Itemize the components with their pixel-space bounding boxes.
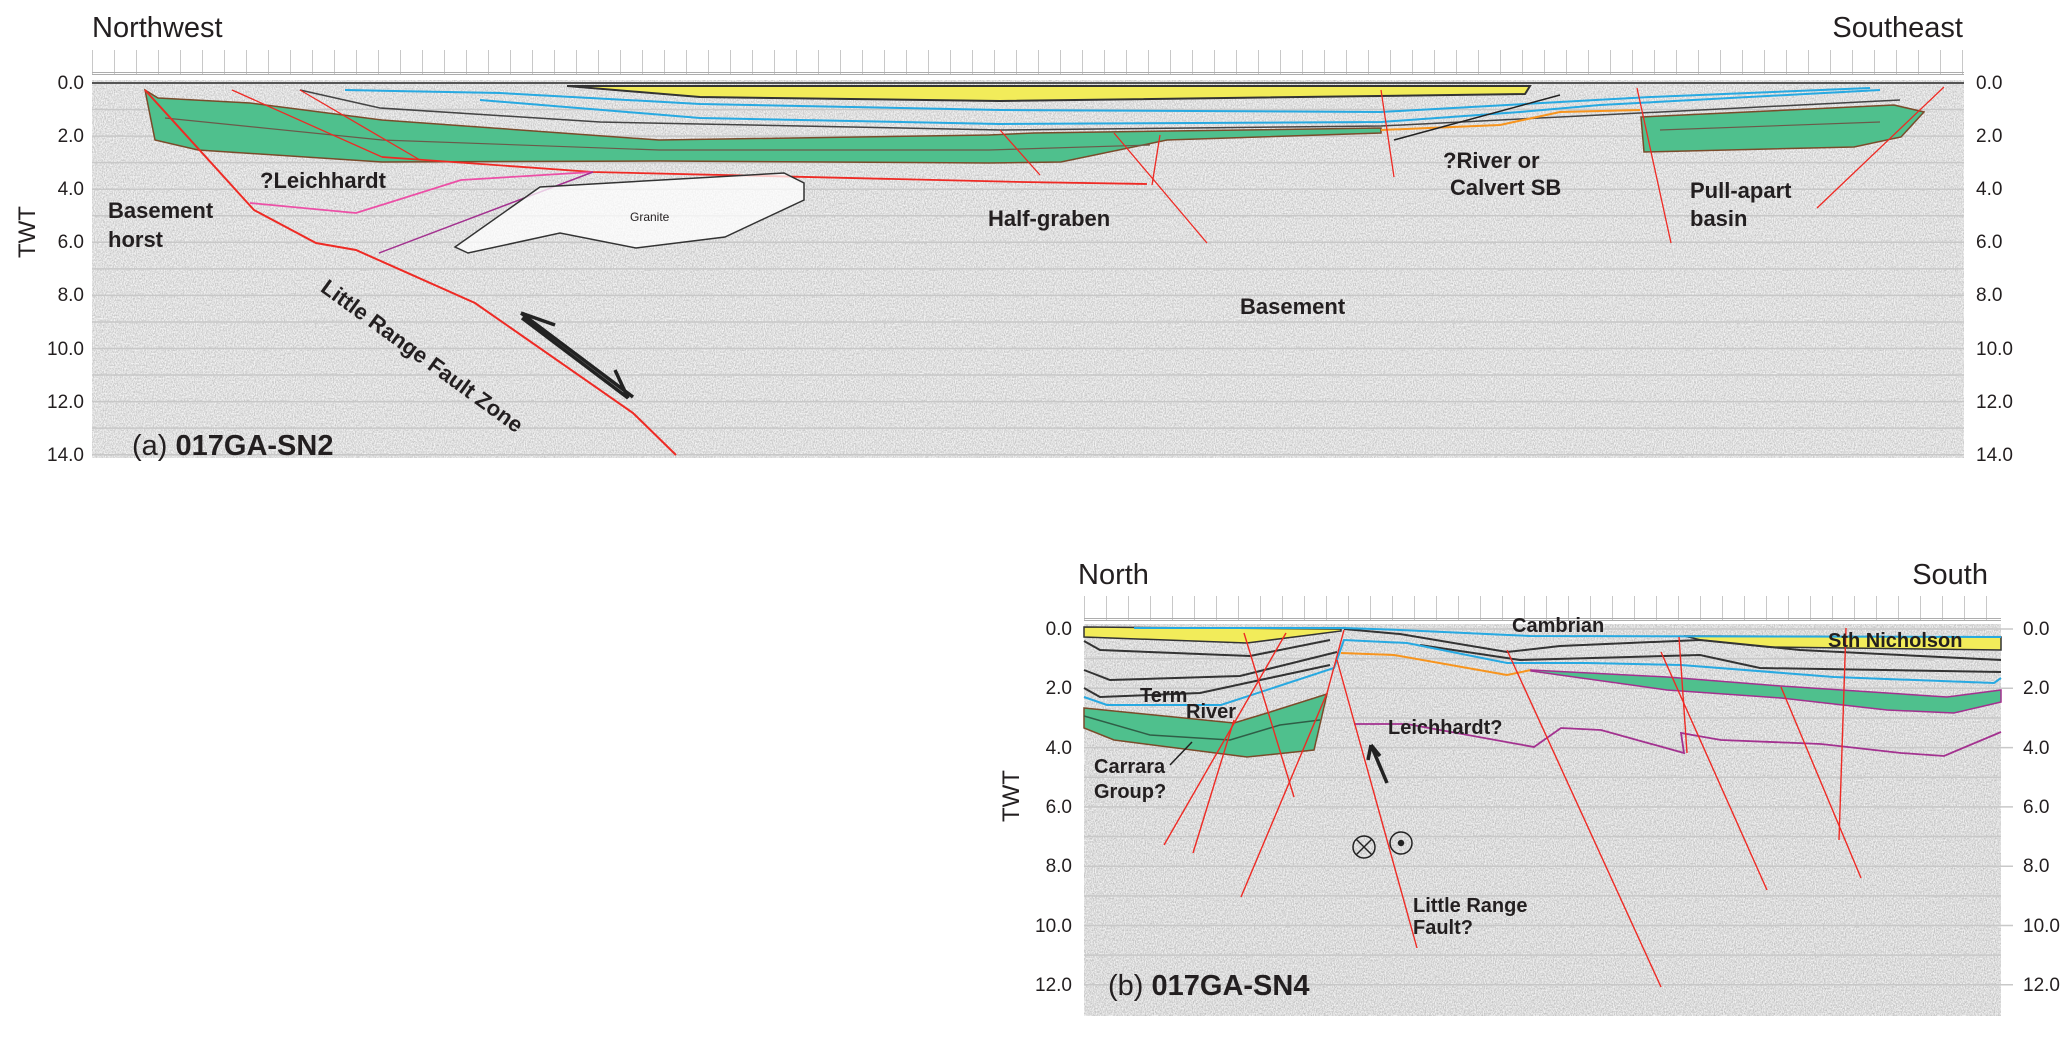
granite-body (453, 172, 805, 254)
label-carrara-2: Group? (1094, 781, 1167, 803)
label-cambrian: Cambrian (1512, 615, 1605, 637)
purple-horizon (1354, 723, 2002, 757)
tick-label-left: 4.0 (1045, 737, 1072, 759)
shear-arrow (519, 311, 635, 400)
tick-label-right: 0.0 (1976, 73, 2003, 94)
panel-letter: (b) (1108, 970, 1144, 1002)
label-river-2: Calvert SB (1450, 175, 1562, 200)
label-fault-2: Fault? (1413, 917, 1473, 939)
shotpoint-ruler (92, 50, 1964, 75)
tick-label-left: 12.0 (1035, 974, 1072, 996)
tick-label-left: 14.0 (47, 444, 84, 466)
tick-label-left: 10.0 (1035, 915, 1072, 937)
tick-label-right: 10.0 (1976, 338, 2013, 360)
label-fault-1: Little Range (1413, 895, 1528, 917)
tick-label-right: 4.0 (1976, 179, 2003, 201)
tick-label-left: 4.0 (57, 179, 84, 201)
label-carrara-1: Carrara (1094, 756, 1166, 778)
tick-label-right: 10.0 (2023, 915, 2060, 937)
panel-a-title: (a) 017GA-SN2 (132, 432, 333, 461)
direction-north: North (1078, 559, 1149, 591)
tick-label-left: 6.0 (1045, 796, 1072, 818)
tick-label-right: 6.0 (2023, 796, 2050, 818)
tick-label-right: 12.0 (2023, 974, 2060, 996)
label-term: Term (1140, 685, 1188, 707)
blue-horizon (479, 89, 1881, 126)
line-name: 017GA-SN2 (175, 430, 334, 462)
panel-b-interpretation (1083, 626, 2002, 988)
tick-label-right: 0.0 (2023, 619, 2050, 640)
tick-label-right: 4.0 (2023, 737, 2050, 759)
tick-label-left: 12.0 (47, 391, 84, 413)
label-pull-apart-1: Pull-apart (1690, 178, 1792, 203)
label-basement-horst-1: Basement (108, 198, 214, 223)
label-basement-horst-2: horst (108, 227, 163, 252)
blue-horizon (344, 87, 1871, 114)
tick-label-left: 10.0 (47, 338, 84, 360)
label-river-1: ?River or (1443, 148, 1540, 173)
tick-label-left: 0.0 (57, 73, 84, 94)
green-unit (1083, 692, 1329, 758)
tick-label-left: 0.0 (1045, 619, 1072, 640)
blue-horizon (1083, 638, 2002, 706)
black-horizons (1083, 628, 2002, 699)
direction-south: South (1912, 559, 1988, 591)
tick-label-left: 6.0 (57, 232, 84, 254)
tick-label-left: 8.0 (57, 285, 84, 307)
tick-label-right: 6.0 (1976, 232, 2003, 254)
little-range-fault (144, 89, 677, 456)
green-unit-pull-apart (1640, 104, 1926, 153)
up-arrow (1366, 743, 1389, 784)
label-pull-apart-2: basin (1690, 206, 1748, 231)
blue-horizon (1134, 627, 2002, 638)
direction-southeast: Southeast (1832, 12, 1963, 44)
label-basement: Basement (1240, 294, 1346, 319)
tick-label-left: 2.0 (1045, 678, 1072, 700)
label-leichhardt: ?Leichhardt (260, 168, 386, 193)
label-river: River (1186, 701, 1237, 723)
tick-label-right: 2.0 (1976, 126, 2003, 148)
tick-label-right: 8.0 (2023, 856, 2050, 878)
green-unit (143, 88, 1382, 164)
line-name: 017GA-SN4 (1151, 970, 1310, 1002)
label-leichhardt: Leichhardt? (1388, 717, 1503, 739)
panel-a-interpretation (143, 85, 1945, 456)
detachment-fault (381, 156, 1148, 185)
tick-label-right: 8.0 (1976, 285, 2003, 307)
panel-b-seismic (1084, 624, 2013, 1016)
orange-horizon (1340, 652, 1532, 677)
out-of-page-symbol (1389, 831, 1413, 855)
tick-label-right: 12.0 (1976, 391, 2013, 413)
label-half-graben: Half-graben (988, 206, 1111, 231)
direction-northwest: Northwest (92, 12, 223, 44)
tick-label-left: 8.0 (1045, 856, 1072, 878)
panel-letter: (a) (132, 430, 168, 462)
label-granite: Granite (630, 210, 670, 224)
faults (231, 86, 1945, 244)
label-sth-nicholson: Sth Nicholson (1828, 630, 1963, 652)
tick-label-right: 14.0 (1976, 444, 2013, 466)
green-unit (1530, 669, 2002, 714)
panel-b-title: (b) 017GA-SN4 (1108, 972, 1309, 1001)
faults (1163, 627, 1862, 988)
tick-label-left: 2.0 (57, 126, 84, 148)
yellow-unit (566, 85, 1532, 103)
shotpoint-ruler (1084, 596, 2001, 621)
into-page-symbol (1352, 835, 1376, 859)
pink-horizon (249, 171, 594, 214)
tick-label-right: 2.0 (2023, 678, 2050, 700)
